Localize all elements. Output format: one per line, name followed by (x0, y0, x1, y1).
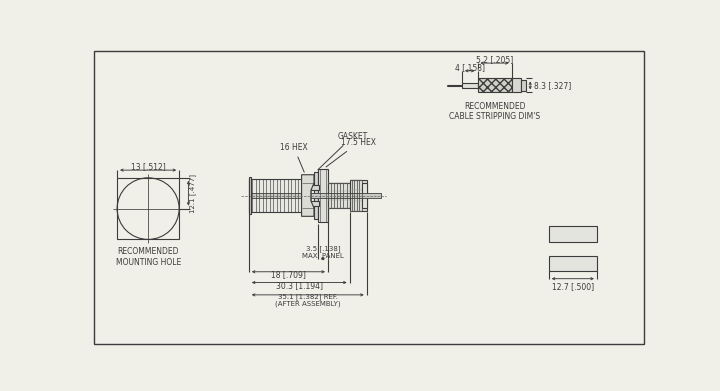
Bar (350, 180, 366, 211)
Text: 3.5 [.138]
MAX. PANEL: 3.5 [.138] MAX. PANEL (302, 246, 344, 259)
Bar (462, 83, 477, 88)
Bar (328, 183, 350, 208)
Text: 16 HEX: 16 HEX (280, 143, 307, 172)
Text: 18 [.709]: 18 [.709] (271, 270, 306, 279)
Text: 17.5 HEX: 17.5 HEX (326, 138, 376, 167)
Text: 12.7 [.500]: 12.7 [.500] (552, 282, 594, 291)
Bar (549, 226, 597, 242)
Text: 5.2 [.205]: 5.2 [.205] (476, 56, 513, 65)
Bar (318, 169, 328, 222)
Bar (311, 201, 319, 206)
Bar (249, 179, 302, 212)
Bar (477, 79, 512, 92)
Bar (249, 193, 381, 198)
Bar (311, 185, 319, 190)
Text: RECOMMENDED
CABLE STRIPPING DIM'S: RECOMMENDED CABLE STRIPPING DIM'S (449, 102, 540, 121)
Text: 30.3 [1.194]: 30.3 [1.194] (276, 281, 323, 290)
Text: 4 [.158]: 4 [.158] (455, 63, 485, 72)
Polygon shape (302, 175, 314, 216)
Bar (521, 80, 526, 91)
Bar (314, 172, 318, 219)
Text: 12.1 [.477]: 12.1 [.477] (189, 174, 197, 213)
Text: 13 [.512]: 13 [.512] (131, 163, 166, 172)
Bar (117, 178, 179, 239)
Text: 35.1 [1.382] REF.
(AFTER ASSEMBLY): 35.1 [1.382] REF. (AFTER ASSEMBLY) (275, 293, 341, 307)
Text: GASKET: GASKET (318, 132, 368, 170)
Text: 8.3 [.327]: 8.3 [.327] (534, 81, 572, 90)
Bar (549, 256, 597, 271)
Bar (249, 177, 251, 214)
Bar (361, 183, 366, 208)
Bar (512, 79, 521, 92)
Text: RECOMMENDED
MOUNTING HOLE: RECOMMENDED MOUNTING HOLE (115, 247, 181, 267)
Bar (477, 79, 512, 92)
